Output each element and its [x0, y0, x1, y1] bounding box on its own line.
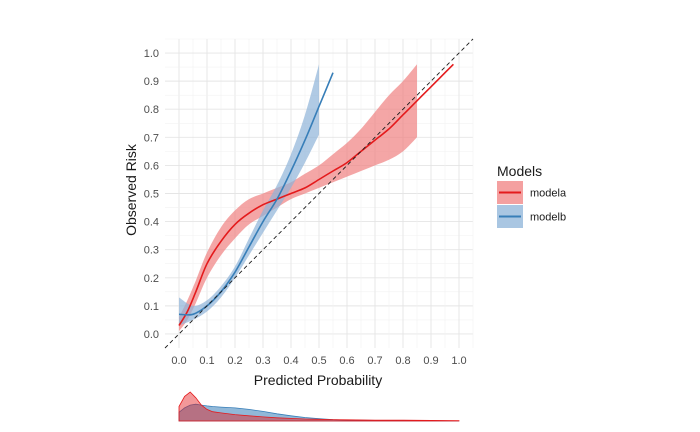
y-tick-label: 0.7 [144, 132, 159, 144]
density-modelb [178, 403, 460, 422]
y-tick-label: 0.6 [144, 160, 159, 172]
y-axis-title: Observed Risk [123, 143, 139, 236]
y-tick-label: 0.2 [144, 273, 159, 285]
reference-diagonal [164, 38, 474, 349]
x-tick-label: 0.1 [199, 355, 214, 367]
reference-line [164, 38, 474, 349]
y-tick-label: 0.9 [144, 76, 159, 88]
x-tick-label: 0.6 [339, 355, 354, 367]
legend-label-modela: modela [530, 188, 567, 200]
x-axis-ticks: 0.0 0.1 0.2 0.3 0.4 0.5 0.6 0.7 0.8 0.9 1.0 [171, 355, 466, 367]
legend-label-modelb: modelb [530, 212, 566, 224]
legend-title: Models [497, 163, 542, 179]
y-tick-label: 0.8 [144, 104, 159, 116]
x-tick-label: 1.0 [451, 355, 466, 367]
density-modela [178, 391, 460, 422]
x-tick-label: 0.0 [171, 355, 186, 367]
curve-modela [178, 63, 454, 326]
marginal-density-plot [178, 391, 460, 422]
y-tick-label: 0.4 [144, 217, 159, 229]
x-tick-label: 0.9 [423, 355, 438, 367]
y-tick-label: 0.1 [144, 301, 159, 313]
y-tick-label: 0.3 [144, 245, 159, 257]
x-tick-label: 0.3 [255, 355, 270, 367]
x-tick-label: 0.2 [227, 355, 242, 367]
x-tick-label: 0.8 [395, 355, 410, 367]
y-axis-ticks: 0.0 0.1 0.2 0.3 0.4 0.5 0.6 0.7 0.8 0.9 1.0 [144, 48, 159, 341]
x-tick-label: 0.4 [283, 355, 298, 367]
confidence-bands [179, 64, 417, 332]
y-tick-label: 0.5 [144, 189, 159, 201]
x-tick-label: 0.5 [311, 355, 326, 367]
x-tick-label: 0.7 [367, 355, 382, 367]
legend: Models modela modelb [497, 163, 567, 228]
x-axis-title: Predicted Probability [254, 372, 382, 388]
y-tick-label: 0.0 [144, 329, 159, 341]
ci-band-modela [179, 64, 417, 332]
y-tick-label: 1.0 [144, 48, 159, 60]
